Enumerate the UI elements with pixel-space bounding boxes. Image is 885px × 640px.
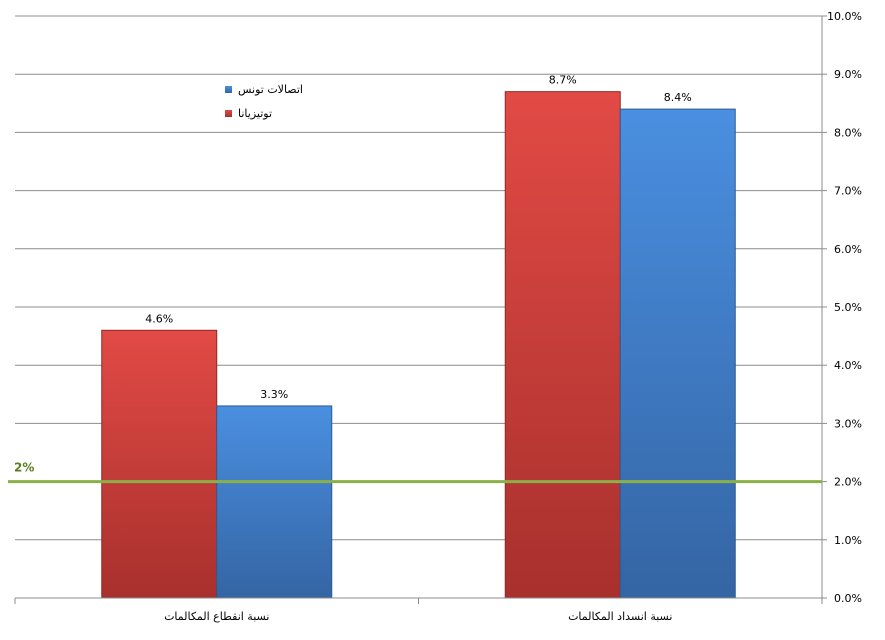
legend-label: اتصالات تونس bbox=[238, 83, 303, 96]
data-label: 3.3% bbox=[260, 388, 288, 401]
x-category-label: نسبة انقطاع المكالمات bbox=[164, 610, 269, 623]
data-label: 8.7% bbox=[549, 74, 577, 87]
legend: اتصالات تونس توتيزيانا bbox=[225, 83, 303, 120]
data-labels: 4.6% 3.3% 8.7% 8.4% bbox=[145, 74, 691, 401]
legend-swatch bbox=[225, 110, 232, 117]
y-tick-label: 7.0% bbox=[834, 185, 862, 198]
y-tick-label: 4.0% bbox=[834, 359, 862, 372]
x-category-label: نسبة انسداد المكالمات bbox=[568, 610, 672, 623]
y-tick-label: 8.0% bbox=[834, 126, 862, 139]
bar bbox=[619, 108, 736, 599]
y-tick-label: 3.0% bbox=[834, 417, 862, 430]
legend-label: توتيزيانا bbox=[238, 107, 272, 120]
bar bbox=[101, 329, 218, 599]
bar bbox=[504, 91, 621, 599]
data-label: 8.4% bbox=[664, 91, 692, 104]
y-tick-label: 1.0% bbox=[834, 534, 862, 547]
legend-swatch bbox=[225, 86, 232, 93]
y-tick-label: 6.0% bbox=[834, 243, 862, 256]
y-tick-label: 2.0% bbox=[834, 476, 862, 489]
data-label: 4.6% bbox=[145, 312, 173, 325]
y-tick-label: 9.0% bbox=[834, 68, 862, 81]
y-tick-label: 10.0% bbox=[827, 10, 862, 23]
axes: 0.0% 1.0% 2.0% 3.0% 4.0% 5.0% 6.0% 7.0% 8.0% 9.0%… bbox=[14, 10, 862, 623]
y-tick-label: 0.0% bbox=[834, 592, 862, 605]
bars-group bbox=[101, 91, 736, 599]
reference-line-label: 2% bbox=[14, 461, 34, 475]
bar bbox=[216, 405, 333, 599]
y-tick-label: 5.0% bbox=[834, 301, 862, 314]
reference-line-group: 2% bbox=[8, 461, 822, 484]
